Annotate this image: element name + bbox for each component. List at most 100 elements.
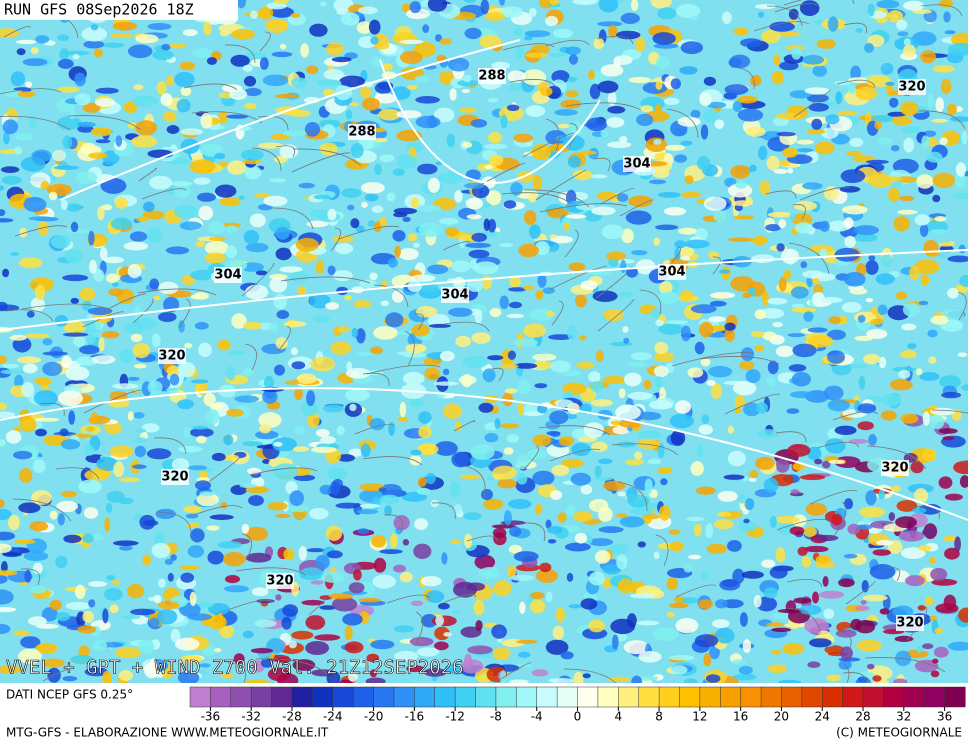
- field-blob: [417, 647, 440, 656]
- field-blob: [229, 89, 247, 100]
- field-blob: [50, 511, 58, 520]
- field-blob: [136, 217, 148, 222]
- field-blob: [878, 305, 888, 316]
- field-blob: [797, 148, 814, 152]
- field-blob: [311, 447, 337, 453]
- field-blob: [912, 508, 926, 514]
- field-blob: [289, 640, 297, 648]
- colorbar-box: [272, 687, 293, 707]
- field-blob: [224, 585, 249, 592]
- field-blob: [69, 110, 76, 119]
- field-blob: [66, 203, 82, 212]
- colorbar-tick-label: -32: [241, 710, 261, 724]
- field-blob: [714, 520, 734, 530]
- field-blob: [929, 415, 944, 429]
- field-blob: [194, 177, 211, 184]
- field-blob: [638, 541, 646, 547]
- field-blob: [701, 124, 708, 139]
- field-blob: [400, 40, 424, 44]
- field-blob: [507, 434, 519, 443]
- field-blob: [392, 290, 404, 303]
- field-blob: [797, 140, 814, 145]
- field-blob: [754, 595, 762, 608]
- colorbar-tick-label: -28: [282, 710, 302, 724]
- field-blob: [408, 233, 417, 241]
- contour-label: 320: [881, 461, 908, 476]
- field-blob: [31, 150, 51, 163]
- field-blob: [725, 84, 749, 95]
- field-blob: [761, 30, 780, 43]
- field-blob: [311, 580, 324, 584]
- field-blob: [755, 4, 776, 9]
- field-blob: [77, 122, 96, 128]
- field-blob: [467, 214, 482, 219]
- field-blob: [95, 98, 116, 107]
- field-blob: [165, 559, 173, 565]
- field-blob: [291, 631, 313, 640]
- field-blob: [667, 612, 675, 617]
- field-blob: [214, 648, 221, 652]
- field-blob: [243, 322, 262, 330]
- field-blob: [901, 324, 916, 331]
- footer-left: MTG-GFS - ELABORAZIONE WWW.METEOGIORNALE…: [6, 726, 329, 740]
- field-blob: [743, 519, 749, 524]
- field-blob: [740, 612, 748, 627]
- colorbar-box: [292, 687, 313, 707]
- field-blob: [131, 334, 143, 342]
- field-blob: [500, 296, 509, 310]
- field-blob: [588, 620, 605, 633]
- field-blob: [724, 475, 745, 480]
- field-blob: [273, 463, 299, 479]
- field-blob: [528, 193, 537, 202]
- field-blob: [307, 548, 325, 552]
- field-blob: [806, 503, 827, 516]
- field-blob: [410, 455, 422, 466]
- field-blob: [855, 620, 875, 633]
- field-blob: [549, 411, 568, 425]
- field-blob: [901, 414, 919, 424]
- field-blob: [722, 11, 732, 24]
- field-blob: [19, 257, 43, 268]
- colorbar-box: [639, 687, 660, 707]
- field-blob: [474, 600, 485, 616]
- field-blob: [435, 615, 444, 626]
- field-blob: [509, 526, 521, 536]
- field-blob: [98, 337, 104, 351]
- field-blob: [290, 13, 300, 18]
- field-blob: [649, 180, 666, 185]
- field-blob: [508, 499, 532, 509]
- field-blob: [659, 505, 671, 520]
- field-blob: [16, 40, 37, 44]
- field-blob: [800, 0, 820, 16]
- field-blob: [514, 339, 538, 347]
- field-blob: [767, 298, 787, 305]
- field-blob: [197, 193, 216, 202]
- field-blob: [357, 509, 378, 514]
- field-blob: [807, 327, 827, 332]
- field-blob: [157, 609, 177, 624]
- field-blob: [291, 361, 305, 369]
- field-blob: [392, 230, 405, 242]
- field-blob: [422, 24, 429, 33]
- field-blob: [844, 498, 853, 509]
- colorbar-box: [251, 687, 272, 707]
- field-blob: [916, 368, 922, 375]
- field-blob: [43, 351, 68, 355]
- field-blob: [71, 298, 79, 304]
- field-blob: [225, 226, 237, 234]
- field-blob: [657, 7, 676, 19]
- field-blob: [749, 470, 758, 478]
- field-blob: [210, 514, 234, 520]
- field-blob: [475, 310, 483, 324]
- field-blob: [923, 411, 930, 425]
- field-blob: [84, 445, 95, 456]
- field-blob: [770, 566, 788, 578]
- field-blob: [450, 482, 461, 498]
- field-blob: [276, 337, 288, 349]
- field-blob: [666, 320, 688, 324]
- field-blob: [243, 65, 253, 72]
- field-blob: [664, 207, 686, 216]
- field-blob: [803, 311, 813, 322]
- field-blob: [133, 96, 158, 107]
- field-blob: [795, 222, 813, 233]
